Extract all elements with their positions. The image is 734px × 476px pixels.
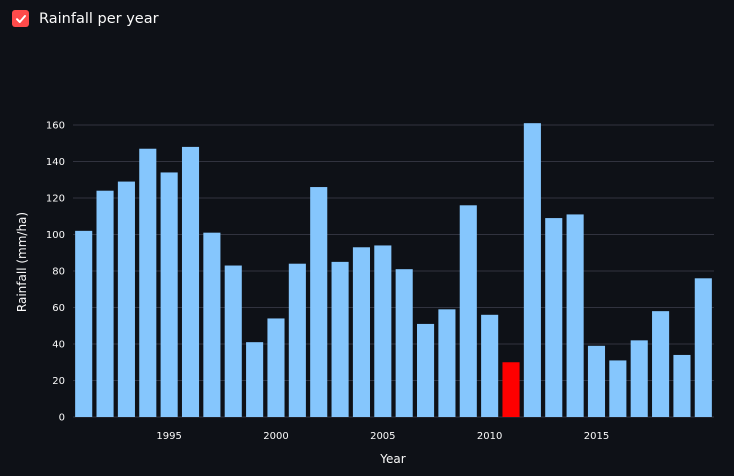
y-axis-ticks: 0 20 40 60 80 100 120 140 160 bbox=[46, 121, 65, 424]
x-tick-label: 2000 bbox=[263, 431, 288, 442]
bar-2018 bbox=[652, 311, 670, 417]
x-tick-label: 2010 bbox=[477, 431, 502, 442]
bar-1991 bbox=[75, 230, 93, 417]
bar-2011 bbox=[502, 362, 520, 417]
bar-2004 bbox=[352, 247, 370, 417]
bar-1992 bbox=[96, 190, 114, 417]
bar-1999 bbox=[246, 342, 264, 417]
bar-2019 bbox=[673, 354, 691, 417]
bar-1993 bbox=[117, 181, 135, 417]
y-tick-label: 100 bbox=[46, 230, 65, 241]
checkmark-icon bbox=[15, 14, 26, 23]
bar-2000 bbox=[267, 318, 285, 417]
y-tick-label: 140 bbox=[46, 157, 65, 168]
y-tick-label: 120 bbox=[46, 194, 65, 205]
bar-1994 bbox=[139, 148, 157, 417]
bar-2016 bbox=[609, 360, 627, 417]
bar-2008 bbox=[438, 309, 456, 417]
bar-1996 bbox=[181, 146, 200, 417]
bar-1997 bbox=[203, 232, 221, 417]
bar-2009 bbox=[459, 205, 477, 417]
bar-2017 bbox=[630, 340, 648, 417]
y-tick-label: 80 bbox=[52, 267, 65, 278]
grid-lines bbox=[73, 124, 714, 418]
checkbox-label: Rainfall per year bbox=[39, 10, 159, 27]
x-tick-label: 1995 bbox=[156, 431, 181, 442]
bar-2005 bbox=[374, 245, 392, 417]
bar-2010 bbox=[481, 314, 499, 417]
x-tick-label: 2005 bbox=[370, 431, 395, 442]
x-axis-ticks: 1995 2000 2005 2010 2015 bbox=[156, 431, 609, 442]
y-axis-title: Rainfall (mm/ha) bbox=[15, 212, 29, 312]
bar-2015 bbox=[587, 345, 606, 417]
bar-2014 bbox=[566, 214, 584, 417]
checkbox-checked-icon[interactable] bbox=[12, 10, 29, 27]
x-axis-title: Year bbox=[379, 452, 405, 466]
x-tick-label: 2015 bbox=[584, 431, 609, 442]
y-tick-label: 60 bbox=[52, 303, 65, 314]
bar-2012 bbox=[523, 123, 541, 418]
y-tick-label: 160 bbox=[46, 121, 65, 132]
bar-2013 bbox=[545, 218, 563, 417]
bar-1998 bbox=[224, 265, 242, 417]
bar-2020 bbox=[694, 278, 712, 417]
bar-2003 bbox=[331, 261, 349, 417]
bar-2006 bbox=[395, 269, 413, 417]
bar-2002 bbox=[310, 187, 328, 417]
bar-1995 bbox=[160, 172, 178, 417]
y-tick-label: 0 bbox=[59, 413, 65, 424]
bar-2007 bbox=[417, 323, 435, 417]
y-tick-label: 20 bbox=[52, 376, 65, 387]
rainfall-checkbox[interactable]: Rainfall per year bbox=[12, 10, 159, 27]
y-tick-label: 40 bbox=[52, 340, 65, 351]
bars bbox=[75, 123, 712, 418]
bar-2001 bbox=[288, 263, 306, 417]
